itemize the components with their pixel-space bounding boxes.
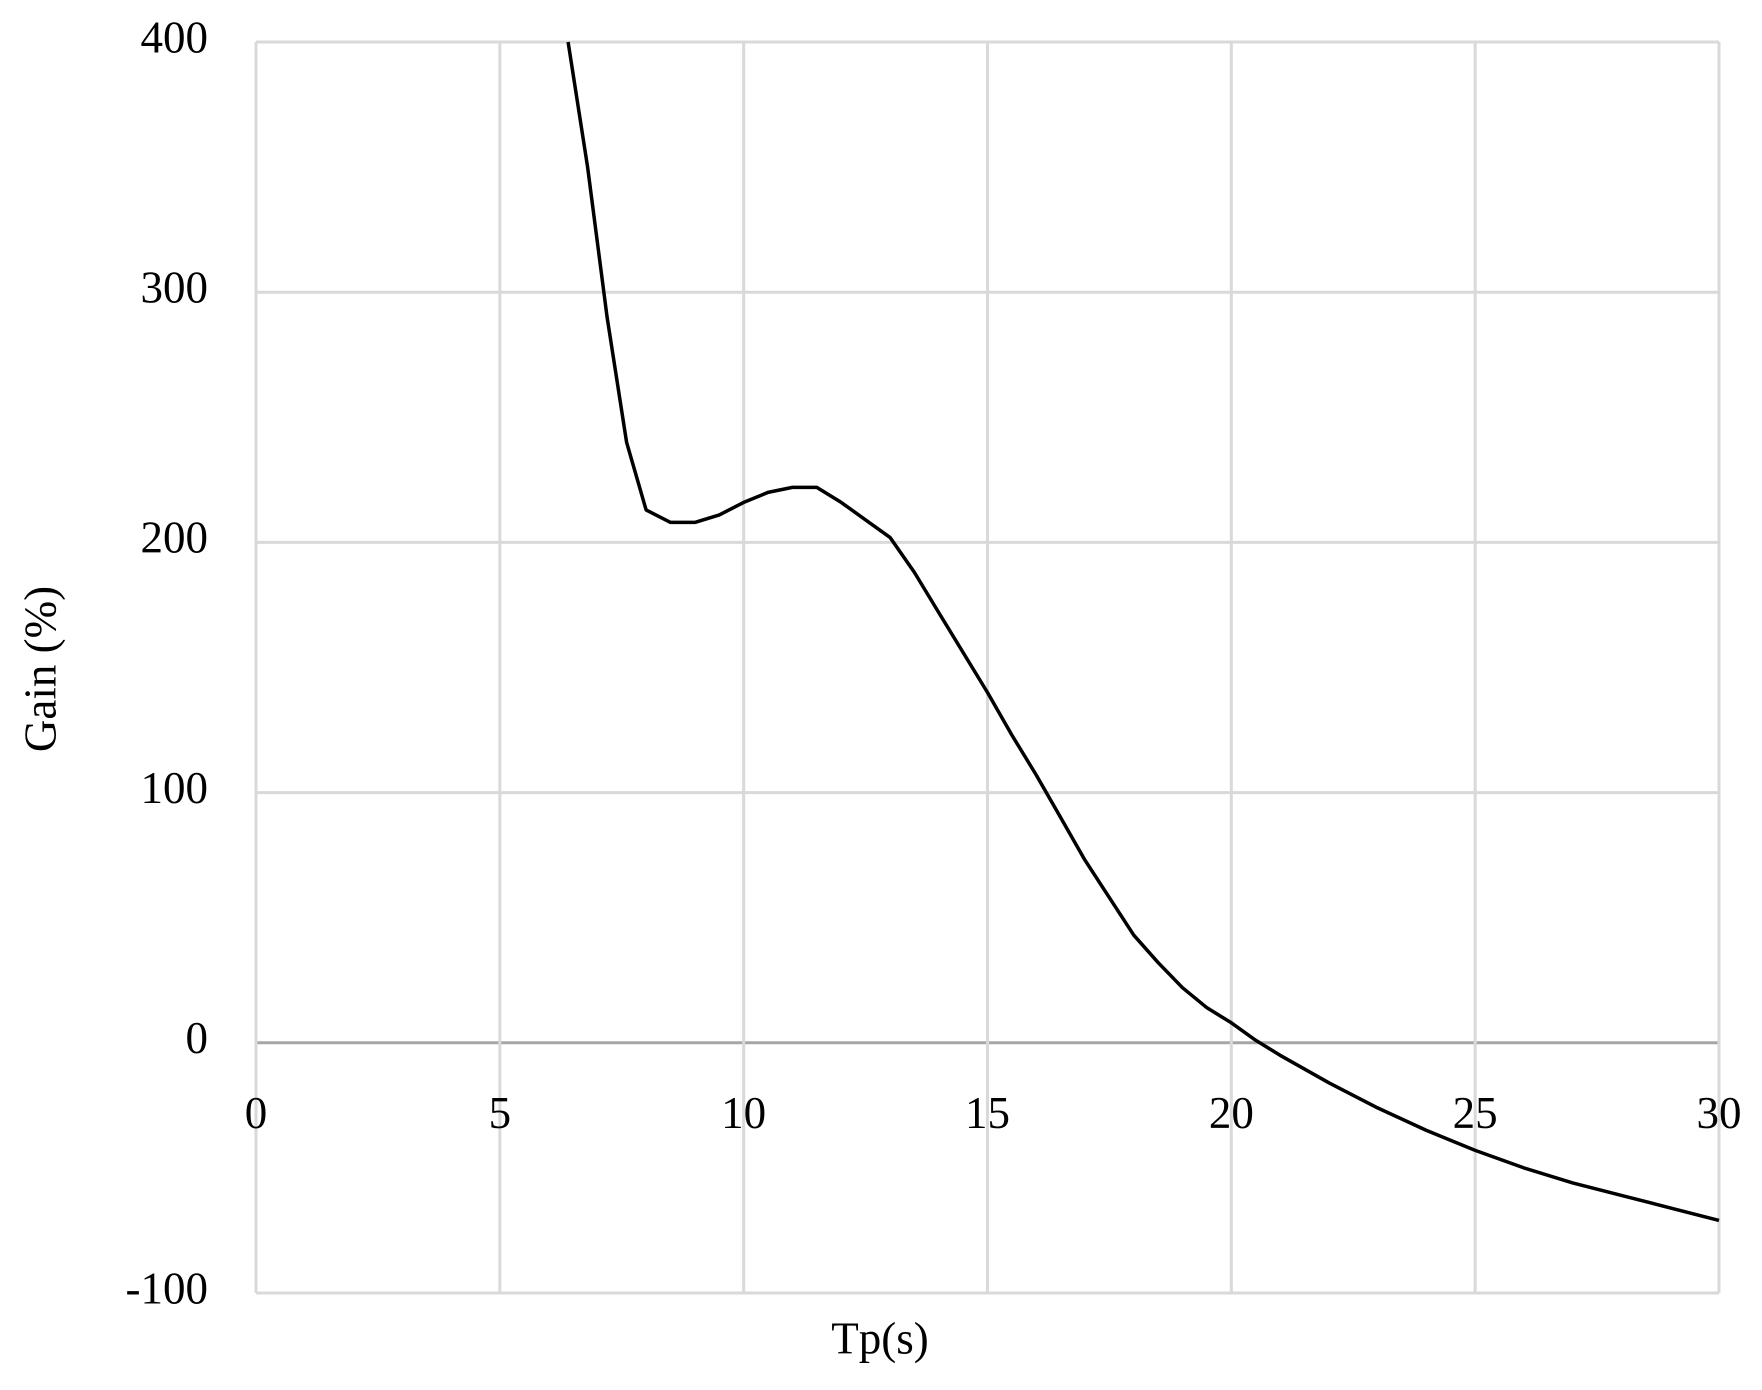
y-tick-label: 0 — [186, 1013, 209, 1063]
x-tick-label: 0 — [245, 1088, 268, 1138]
x-tick-label: 15 — [965, 1088, 1010, 1138]
y-tick-label: 200 — [141, 513, 209, 563]
y-axis-title: Gain (%) — [15, 586, 65, 752]
x-tick-label: 5 — [489, 1088, 512, 1138]
y-tick-label: 400 — [141, 12, 209, 62]
y-tick-label: 300 — [141, 263, 209, 313]
y-tick-label: 100 — [141, 763, 209, 813]
x-tick-label: 20 — [1209, 1088, 1254, 1138]
data-line — [566, 41, 1720, 1223]
x-tick-label: 25 — [1453, 1088, 1498, 1138]
x-tick-label: 10 — [721, 1088, 766, 1138]
x-tick-label: 30 — [1697, 1088, 1742, 1138]
x-axis-title: Tp(s) — [831, 1313, 928, 1363]
y-tick-label: -100 — [126, 1263, 209, 1313]
